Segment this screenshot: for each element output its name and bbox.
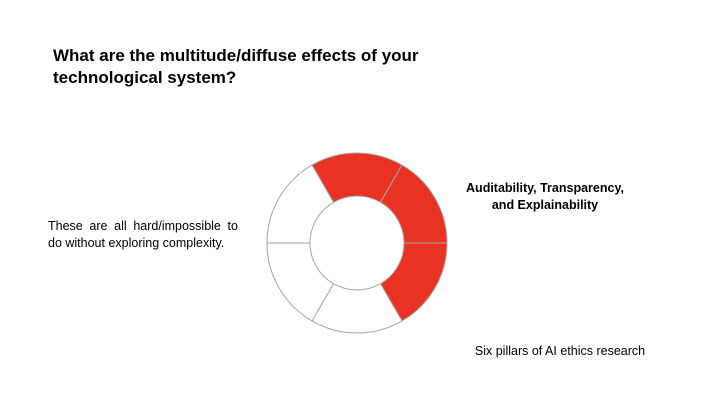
pillars-ring-diagram <box>266 152 448 334</box>
slide-title: What are the multitude/diffuse effects o… <box>53 46 419 87</box>
ring-segment <box>266 164 335 244</box>
highlight-label-line2: and Explainability <box>491 198 599 212</box>
body-text: These are all hard/impossible to do with… <box>48 219 238 250</box>
caption: Six pillars of AI ethics research <box>474 344 646 358</box>
highlight-label-line1: Auditability, Transparency, <box>466 181 624 195</box>
highlight-label: Auditability, Transparency, and Explaina… <box>440 180 650 214</box>
